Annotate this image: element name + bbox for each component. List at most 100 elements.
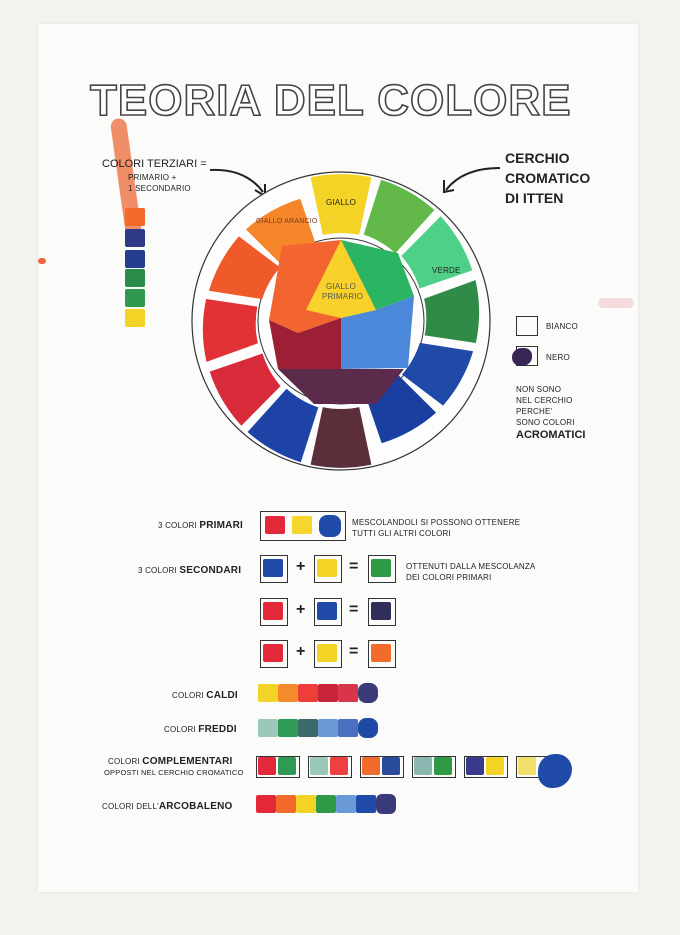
sec1-box-b <box>314 555 342 583</box>
segment-green <box>401 216 473 289</box>
label-verde: VERDE <box>432 266 461 275</box>
equals-2: = <box>349 601 359 618</box>
segment-yellow <box>310 174 372 235</box>
swatch-yellow <box>125 309 145 327</box>
tertiary-swatch-column <box>125 208 147 330</box>
primari-red <box>265 516 285 534</box>
row-freddi-bold: FREDDI <box>198 724 237 735</box>
arco-2 <box>276 795 296 813</box>
primari-blue <box>319 515 341 537</box>
primari-box <box>260 511 346 541</box>
caldi-1 <box>258 684 278 702</box>
pair1-a <box>258 757 276 775</box>
caldi-strip <box>258 682 378 704</box>
row-arcobaleno-bold: ARCOBALENO <box>158 801 233 812</box>
label-nero: NERO <box>546 353 570 362</box>
color-wheel <box>191 171 491 471</box>
sec2-red <box>263 602 283 620</box>
pair2-a <box>310 757 328 775</box>
segment-red-orange <box>208 236 280 300</box>
wheel-title-line1: CERCHIO <box>505 150 570 166</box>
bianco-box <box>516 316 538 336</box>
sec2-violet <box>371 602 391 620</box>
inner-yellow <box>306 240 376 318</box>
segment-violet <box>310 407 372 468</box>
inner-blue <box>341 296 414 369</box>
segment-blue-light <box>402 342 474 406</box>
label-bianco: BIANCO <box>546 322 578 331</box>
achromatic-note5: ACROMATICI <box>516 429 586 441</box>
sec1-yellow <box>317 559 337 577</box>
freddi-strip <box>258 717 378 739</box>
row-primari-prefix: 3 COLORI <box>158 521 200 530</box>
complementari-sub: OPPOSTI NEL CERCHIO CROMATICO <box>104 768 244 777</box>
label-giallo-arancio: GIALLO ARANCIO <box>256 218 318 225</box>
plus-2: + <box>296 601 306 618</box>
label-giallo-primario-2: PRIMARIO <box>322 292 364 301</box>
row-secondari-bold: SECONDARI <box>179 565 242 576</box>
equals-1: = <box>349 558 359 575</box>
row-complementari-bold: COMPLEMENTARI <box>142 756 233 767</box>
sec1-box-c <box>368 555 396 583</box>
segment-red-violet <box>209 353 281 426</box>
page-title: TEORIA DEL COLORE <box>89 75 572 126</box>
sec2-box-c <box>368 598 396 626</box>
sec3-box-c <box>368 640 396 668</box>
wheel-title-line3: DI ITTEN <box>505 190 564 206</box>
paint-stain-pink <box>598 298 634 308</box>
primari-desc1: MESCOLANDOLI SI POSSONO OTTENERE <box>352 518 521 527</box>
complementari-pairs <box>256 754 576 790</box>
pair2-b <box>330 757 348 775</box>
sec3-red <box>263 644 283 662</box>
sec3-orange <box>371 644 391 662</box>
pair2-box <box>308 756 352 778</box>
caldi-3 <box>298 684 318 702</box>
tertiary-line2: 1 SECONDARIO <box>128 184 191 193</box>
arco-6 <box>356 795 376 813</box>
inner-red <box>269 318 341 369</box>
sec1-green <box>371 559 391 577</box>
secondari-desc1: OTTENUTI DALLA MESCOLANZA <box>406 562 536 571</box>
swatch-green-2 <box>125 289 145 307</box>
arcobaleno-strip <box>256 794 396 816</box>
primari-yellow <box>292 516 312 534</box>
pair6-b <box>538 754 572 788</box>
segment-blue-violet <box>247 388 319 463</box>
row-complementari-prefix: COLORI <box>108 757 143 766</box>
pair1-box <box>256 756 300 778</box>
pair5-a <box>466 757 484 775</box>
pair4-b <box>434 757 452 775</box>
sec1-box-a <box>260 555 288 583</box>
equals-3: = <box>349 643 359 660</box>
row-caldi-bold: CALDI <box>206 690 238 701</box>
pair3-b <box>382 757 400 775</box>
freddi-2 <box>278 719 298 737</box>
pair3-a <box>362 757 380 775</box>
achromatic-note3: PERCHE' <box>516 407 553 416</box>
pair4-a <box>414 757 432 775</box>
primari-desc2: TUTTI GLI ALTRI COLORI <box>352 529 451 538</box>
row-freddi-prefix: COLORI <box>164 725 199 734</box>
paint-splash-small <box>38 258 46 264</box>
pair4-box <box>412 756 456 778</box>
caldi-4 <box>318 684 338 702</box>
sec1-blue <box>263 559 283 577</box>
label-giallo: GIALLO <box>326 198 357 207</box>
inner-violet <box>278 369 404 404</box>
pair6-a <box>518 757 536 775</box>
plus-1: + <box>296 558 306 575</box>
caldi-6 <box>358 683 378 703</box>
swatch-green <box>125 269 145 287</box>
row-caldi-prefix: COLORI <box>172 691 207 700</box>
row-arcobaleno-label: COLORI DELL'ARCOBALENO <box>102 801 233 812</box>
swatch-blue <box>125 250 145 268</box>
row-caldi-label: COLORI CALDI <box>172 690 238 701</box>
label-giallo-primario-1: GIALLO <box>326 282 357 291</box>
pair5-b <box>486 757 504 775</box>
freddi-4 <box>318 719 338 737</box>
swatch-orange <box>125 208 145 226</box>
arco-7 <box>376 794 396 814</box>
secondari-desc2: DEI COLORI PRIMARI <box>406 573 492 582</box>
arco-1 <box>256 795 276 813</box>
caldi-2 <box>278 684 298 702</box>
